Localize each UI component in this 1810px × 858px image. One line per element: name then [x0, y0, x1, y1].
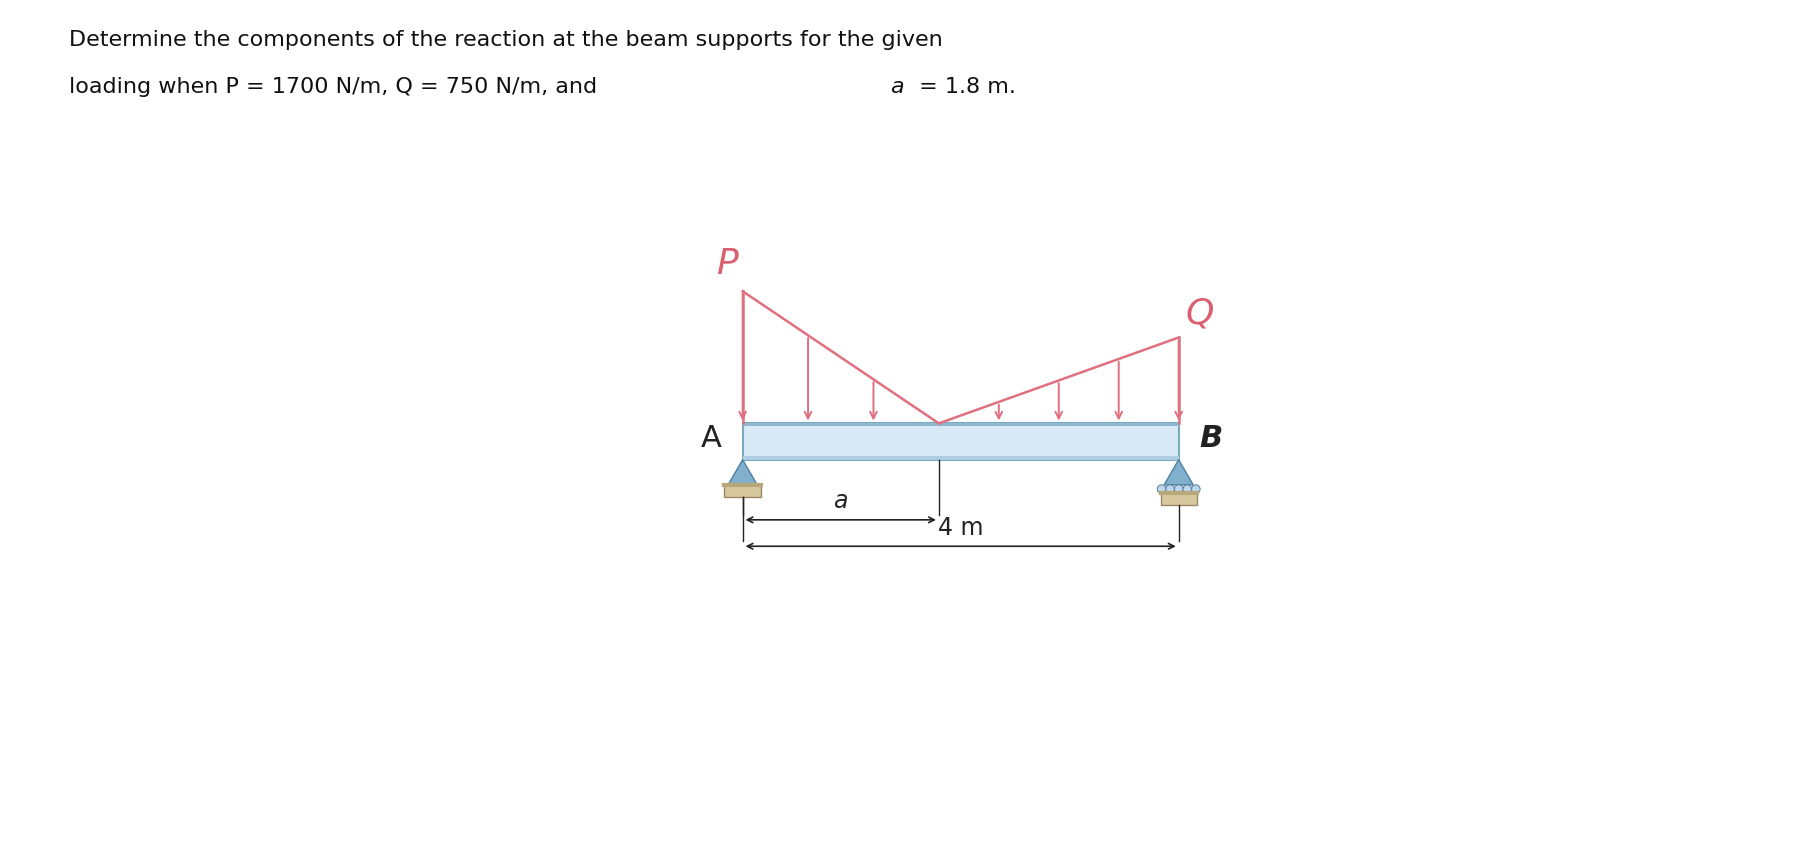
Text: P: P: [715, 247, 737, 281]
Text: Determine the components of the reaction at the beam supports for the given: Determine the components of the reaction…: [69, 30, 943, 50]
Polygon shape: [1160, 493, 1196, 505]
Circle shape: [1191, 485, 1200, 493]
Circle shape: [1157, 485, 1166, 493]
Polygon shape: [724, 485, 760, 497]
Circle shape: [1175, 485, 1184, 493]
Circle shape: [1184, 485, 1191, 493]
Polygon shape: [728, 460, 757, 485]
Polygon shape: [742, 423, 1178, 426]
Text: 4 m: 4 m: [938, 516, 983, 540]
Text: Q: Q: [1186, 297, 1215, 331]
Text: = 1.8 m.: = 1.8 m.: [912, 77, 1015, 97]
Text: a: a: [833, 489, 849, 513]
Polygon shape: [742, 423, 1178, 460]
Text: B: B: [1200, 424, 1224, 453]
Circle shape: [1166, 485, 1175, 493]
Polygon shape: [742, 456, 1178, 460]
Text: A: A: [700, 424, 722, 453]
Text: loading when P = 1700 N/m, Q = 750 N/m, and: loading when P = 1700 N/m, Q = 750 N/m, …: [69, 77, 605, 97]
Text: a: a: [891, 77, 903, 97]
Polygon shape: [1164, 460, 1193, 485]
